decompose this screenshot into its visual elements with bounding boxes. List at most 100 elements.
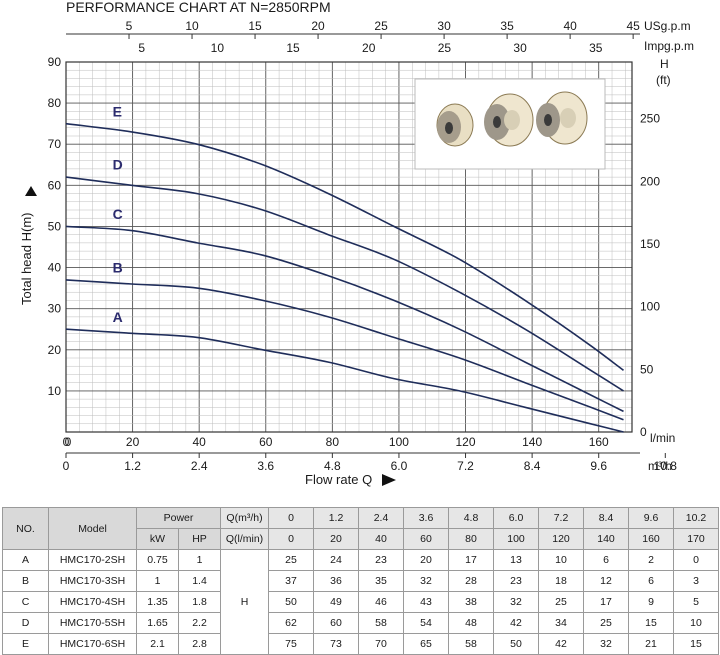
y-axis-arrow-icon	[25, 186, 37, 196]
tick-label: 15	[248, 19, 262, 33]
q-lmin-cell: 100	[493, 528, 540, 550]
tick-label: 20	[48, 343, 62, 357]
q-m3h-cell: 6.0	[493, 507, 540, 529]
ft-unit-h-label: H	[660, 57, 669, 71]
head-value-cell: 58	[448, 633, 495, 655]
table-row: C HMC170-4SH 1.35 1.8 50 49 46 43 38 32 25 17 9 5	[2, 591, 720, 613]
tick-label: 150	[640, 237, 660, 251]
head-value-cell: 37	[268, 570, 315, 592]
head-value-cell: 42	[493, 612, 540, 634]
tick-label: 50	[640, 362, 654, 376]
q-lmin-cell: 80	[448, 528, 495, 550]
tick-label: 20	[126, 435, 140, 449]
q-m3h-cell: 8.4	[583, 507, 630, 529]
tick-label: 60	[48, 178, 62, 192]
header-model: Model	[48, 507, 137, 550]
tick-label: 5	[126, 19, 133, 33]
head-value-cell: 25	[583, 612, 630, 634]
tick-label: 0	[640, 425, 647, 439]
head-value-cell: 17	[583, 591, 630, 613]
tick-label: 0	[63, 459, 70, 473]
q-m3h-cell: 1.2	[313, 507, 360, 529]
q-lmin-cell: 140	[583, 528, 630, 550]
tick-label: 3.6	[257, 459, 274, 473]
table-row: D HMC170-5SH 1.65 2.2 62 60 58 54 48 42 34 25 15 10	[2, 612, 720, 634]
head-value-cell: 18	[538, 570, 585, 592]
plot-area-border	[65, 61, 633, 433]
head-value-cell: 15	[673, 633, 720, 655]
head-value-cell: 10	[673, 612, 720, 634]
head-value-cell: 15	[628, 612, 675, 634]
q-lmin-cell: 0	[268, 528, 315, 550]
kw-cell: 1.35	[136, 591, 179, 613]
head-value-cell: 12	[583, 570, 630, 592]
head-value-cell: 48	[448, 612, 495, 634]
tick-label: 0	[65, 435, 72, 449]
tick-label: 30	[48, 302, 62, 316]
tick-label: 80	[326, 435, 340, 449]
y-axis-title: Total head H(m)	[19, 213, 34, 305]
q-m3h-cell: 10.2	[673, 507, 720, 529]
head-value-cell: 5	[673, 591, 720, 613]
tick-label: 8.4	[524, 459, 541, 473]
head-value-cell: 24	[313, 549, 360, 571]
head-value-cell: 20	[403, 549, 450, 571]
head-value-cell: 49	[313, 591, 360, 613]
curve-b	[65, 279, 624, 421]
impeller-2-icon	[484, 93, 534, 147]
kw-cell: 2.1	[136, 633, 179, 655]
head-value-cell: 23	[358, 549, 405, 571]
head-value-cell: 28	[448, 570, 495, 592]
head-value-cell: 58	[358, 612, 405, 634]
performance-chart: PERFORMANCE CHART AT N=2850RPM USg.p.m I…	[19, 0, 694, 487]
header-q-m3h: Q(m³/h)	[220, 507, 270, 529]
header-no: NO.	[2, 507, 49, 550]
head-value-cell: 50	[268, 591, 315, 613]
hp-cell: 1.4	[177, 570, 222, 592]
header-q-lmin: Q(l/min)	[220, 528, 270, 550]
tick-label: 7.2	[457, 459, 474, 473]
head-value-cell: 6	[628, 570, 675, 592]
tick-label: 10.8	[654, 459, 678, 473]
row-no-cell: B	[2, 570, 49, 592]
tick-label: 100	[389, 435, 409, 449]
curve-label-d: D	[113, 157, 123, 173]
curve-d	[65, 176, 624, 392]
tick-label: 100	[640, 300, 660, 314]
tick-label: 70	[48, 137, 62, 151]
tick-label: 10	[211, 41, 225, 55]
curve-c	[65, 225, 624, 413]
head-value-cell: 42	[538, 633, 585, 655]
kw-cell: 1.65	[136, 612, 179, 634]
tick-label: 20	[311, 19, 325, 33]
tick-label: 140	[522, 435, 542, 449]
head-value-cell: 0	[673, 549, 720, 571]
head-value-cell: 62	[268, 612, 315, 634]
hp-cell: 1	[177, 549, 222, 571]
row-no-cell: A	[2, 549, 49, 571]
q-m3h-cell: 7.2	[538, 507, 585, 529]
head-value-cell: 60	[313, 612, 360, 634]
head-value-cell: 34	[538, 612, 585, 634]
tick-label: 15	[286, 41, 300, 55]
q-lmin-cell: 40	[358, 528, 405, 550]
impgpm-unit-label: Impg.p.m	[644, 39, 694, 53]
header-kw: kW	[136, 528, 179, 550]
head-value-cell: 25	[268, 549, 315, 571]
curve-label-e: E	[113, 103, 122, 119]
head-value-cell: 38	[448, 591, 495, 613]
tick-label: 60	[259, 435, 273, 449]
tick-label: 6.0	[391, 459, 408, 473]
head-value-cell: 32	[583, 633, 630, 655]
row-no-cell: D	[2, 612, 49, 634]
row-no-cell: C	[2, 591, 49, 613]
table-row: E HMC170-6SH 2.1 2.8 75 73 70 65 58 50 42 32 21 15	[2, 633, 720, 655]
curve-a	[65, 328, 624, 433]
tick-label: 1.2	[124, 459, 141, 473]
tick-label: 50	[48, 219, 62, 233]
head-value-cell: 3	[673, 570, 720, 592]
head-value-cell: 17	[448, 549, 495, 571]
q-m3h-cell: 3.6	[403, 507, 450, 529]
tick-label: 120	[456, 435, 476, 449]
x-axis-title: Flow rate Q	[305, 472, 372, 487]
